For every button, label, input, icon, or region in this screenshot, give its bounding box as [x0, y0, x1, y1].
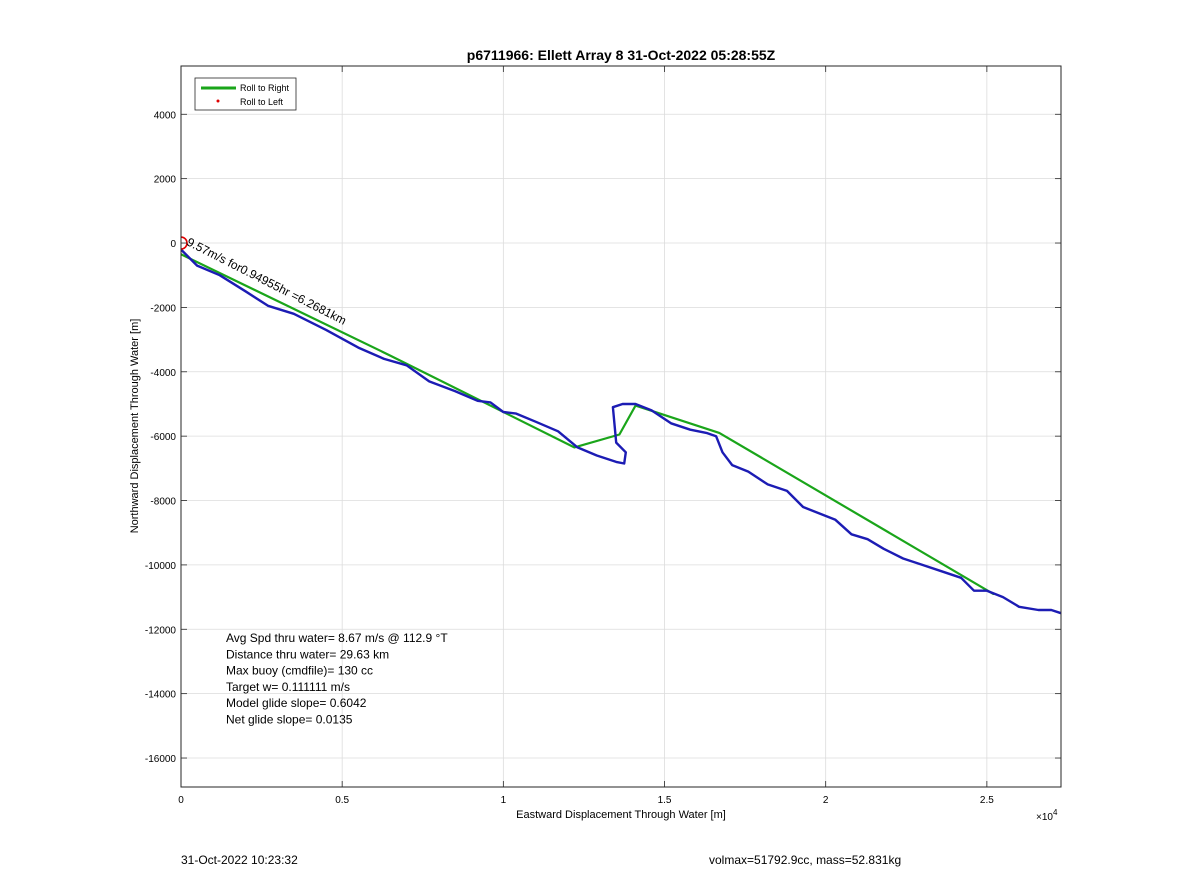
- y-tick-label: -4000: [150, 368, 176, 379]
- y-tick-label: 2000: [154, 175, 177, 186]
- x-tick-label: 0.5: [335, 795, 349, 806]
- chart-title: p6711966: Ellett Array 8 31-Oct-2022 05:…: [467, 47, 776, 63]
- stats-line: Avg Spd thru water= 8.67 m/s @ 112.9 °T: [226, 631, 448, 645]
- grid: [180, 66, 1061, 787]
- y-tick-label: 0: [170, 239, 176, 250]
- legend: Roll to Right Roll to Left: [194, 77, 297, 111]
- x-tick-label: 2.5: [980, 795, 994, 806]
- x-axis-label: Eastward Displacement Through Water [m]: [516, 809, 726, 821]
- y-tick-label: -6000: [150, 432, 176, 443]
- legend-box: [194, 77, 297, 111]
- stats-line: Model glide slope= 0.6042: [226, 696, 367, 710]
- y-tick-label: -10000: [145, 561, 177, 572]
- series-line-green: [181, 253, 995, 596]
- legend-swatch-roll-left: [216, 99, 220, 103]
- y-tick-label: -14000: [145, 690, 177, 701]
- plot-frame: [180, 65, 1062, 788]
- series-line-blue: [181, 248, 1061, 615]
- x-axis-exponent: ×104: [1036, 808, 1058, 823]
- stats-text-block: Avg Spd thru water= 8.67 m/s @ 112.9 °T D…: [226, 631, 448, 727]
- y-axis-label: Northward Displacement Through Water [m]: [129, 319, 141, 534]
- x-tick-label: 2: [823, 795, 829, 806]
- y-tick-label: -12000: [145, 625, 177, 636]
- x-tick-label: 1: [501, 795, 507, 806]
- y-tick-label: 4000: [154, 110, 177, 121]
- y-tick-label: -8000: [150, 497, 176, 508]
- stats-line: Distance thru water= 29.63 km: [226, 647, 389, 661]
- y-tick-label: -16000: [145, 754, 177, 765]
- y-tick-label: -2000: [150, 303, 176, 314]
- footer-timestamp: 31-Oct-2022 10:23:32: [181, 853, 298, 867]
- stats-line: Net glide slope= 0.0135: [226, 713, 353, 727]
- x-tick-label: 0: [178, 795, 184, 806]
- footer-vol-mass: volmax=51792.9cc, mass=52.831kg: [709, 853, 902, 867]
- stats-line: Max buoy (cmdfile)= 130 cc: [226, 664, 373, 678]
- x-tick-label: 1.5: [658, 795, 672, 806]
- legend-label-roll-left: Roll to Left: [240, 97, 284, 107]
- stats-line: Target w= 0.111111 m/s: [226, 680, 350, 694]
- legend-label-roll-right: Roll to Right: [240, 83, 290, 93]
- ticks: 0 0.5 1 1.5 2 2.5 -16000 -14000 -12000 -10000 -800…: [145, 66, 1061, 806]
